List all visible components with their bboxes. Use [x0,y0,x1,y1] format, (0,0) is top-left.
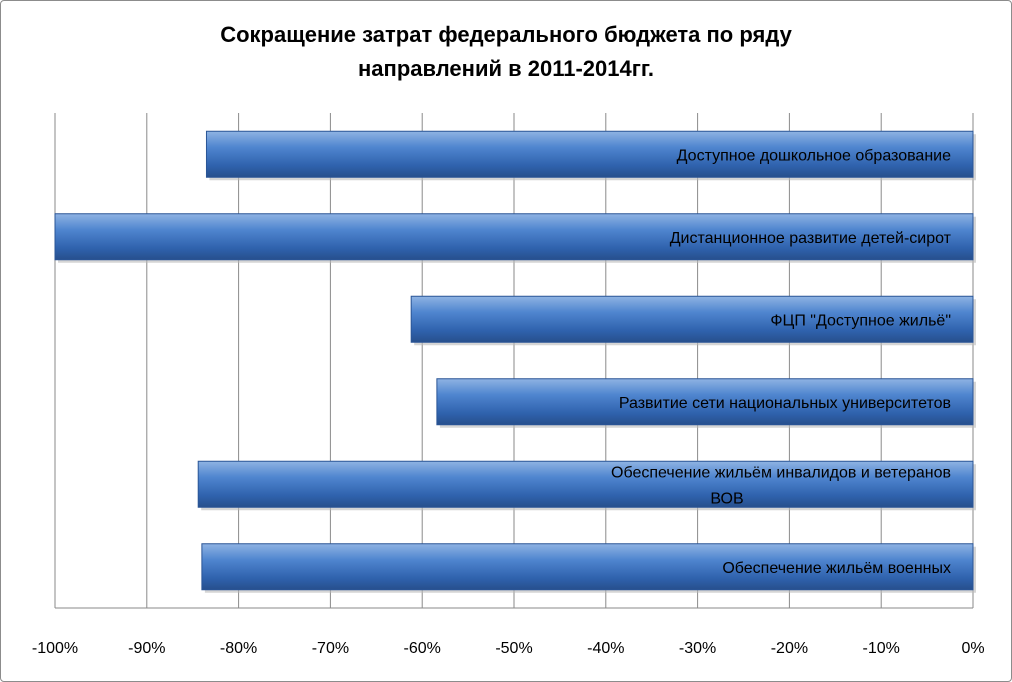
x-tick-label: -70% [312,640,349,657]
x-tick-label: -40% [587,640,624,657]
chart-title: Сокращение затрат федерального бюджета п… [0,18,1012,86]
bars: Доступное дошкольное образование Дистанци… [54,130,977,593]
bar-group: Развитие сети национальных университетов [436,378,976,428]
x-tick-label: 0% [961,640,984,657]
x-tick-label: -30% [679,640,716,657]
bar-group: Обеспечение жильём военных [201,543,976,593]
x-tick-label: -10% [863,640,900,657]
bar-group: Доступное дошкольное образование [205,130,977,181]
x-tick-label: -100% [32,640,78,657]
x-tick-label: -20% [771,640,808,657]
bar [54,213,974,261]
bar-label: Дистанционное развитие детей-сирот [670,230,952,247]
x-tick-label: -80% [220,640,257,657]
bar-label: Обеспечение жильём военных [722,560,951,577]
x-tick-label: -60% [404,640,441,657]
x-tick-label: -90% [128,640,165,657]
bar-label: Развитие сети национальных университетов [619,395,951,412]
bar-group: ФЦП "Доступное жильё" [410,295,977,346]
x-axis: -100% -90% -80% -70% -60% -50% -40% -30% -20% -10… [32,607,985,657]
chart-title-line-1: Сокращение затрат федерального бюджета п… [220,22,792,47]
bar [410,295,974,343]
bar-label: Доступное дошкольное образование [677,147,951,164]
bar-label: ФЦП "Доступное жильё" [770,312,951,329]
chart-title-line-2: направлений в 2011-2014гг. [358,56,654,81]
bar [197,460,974,508]
bar-label: ВОВ [710,490,743,507]
bar-label: Обеспечение жильём инвалидов и ветеранов [611,464,951,481]
bar-group: Обеспечение жильём инвалидов и ветеранов… [197,460,976,511]
bar [201,543,974,591]
grid-lines [54,113,974,608]
bar [205,130,974,178]
bar-group: Дистанционное развитие детей-сирот [54,213,976,263]
bar [436,378,974,426]
x-tick-label: -50% [495,640,532,657]
